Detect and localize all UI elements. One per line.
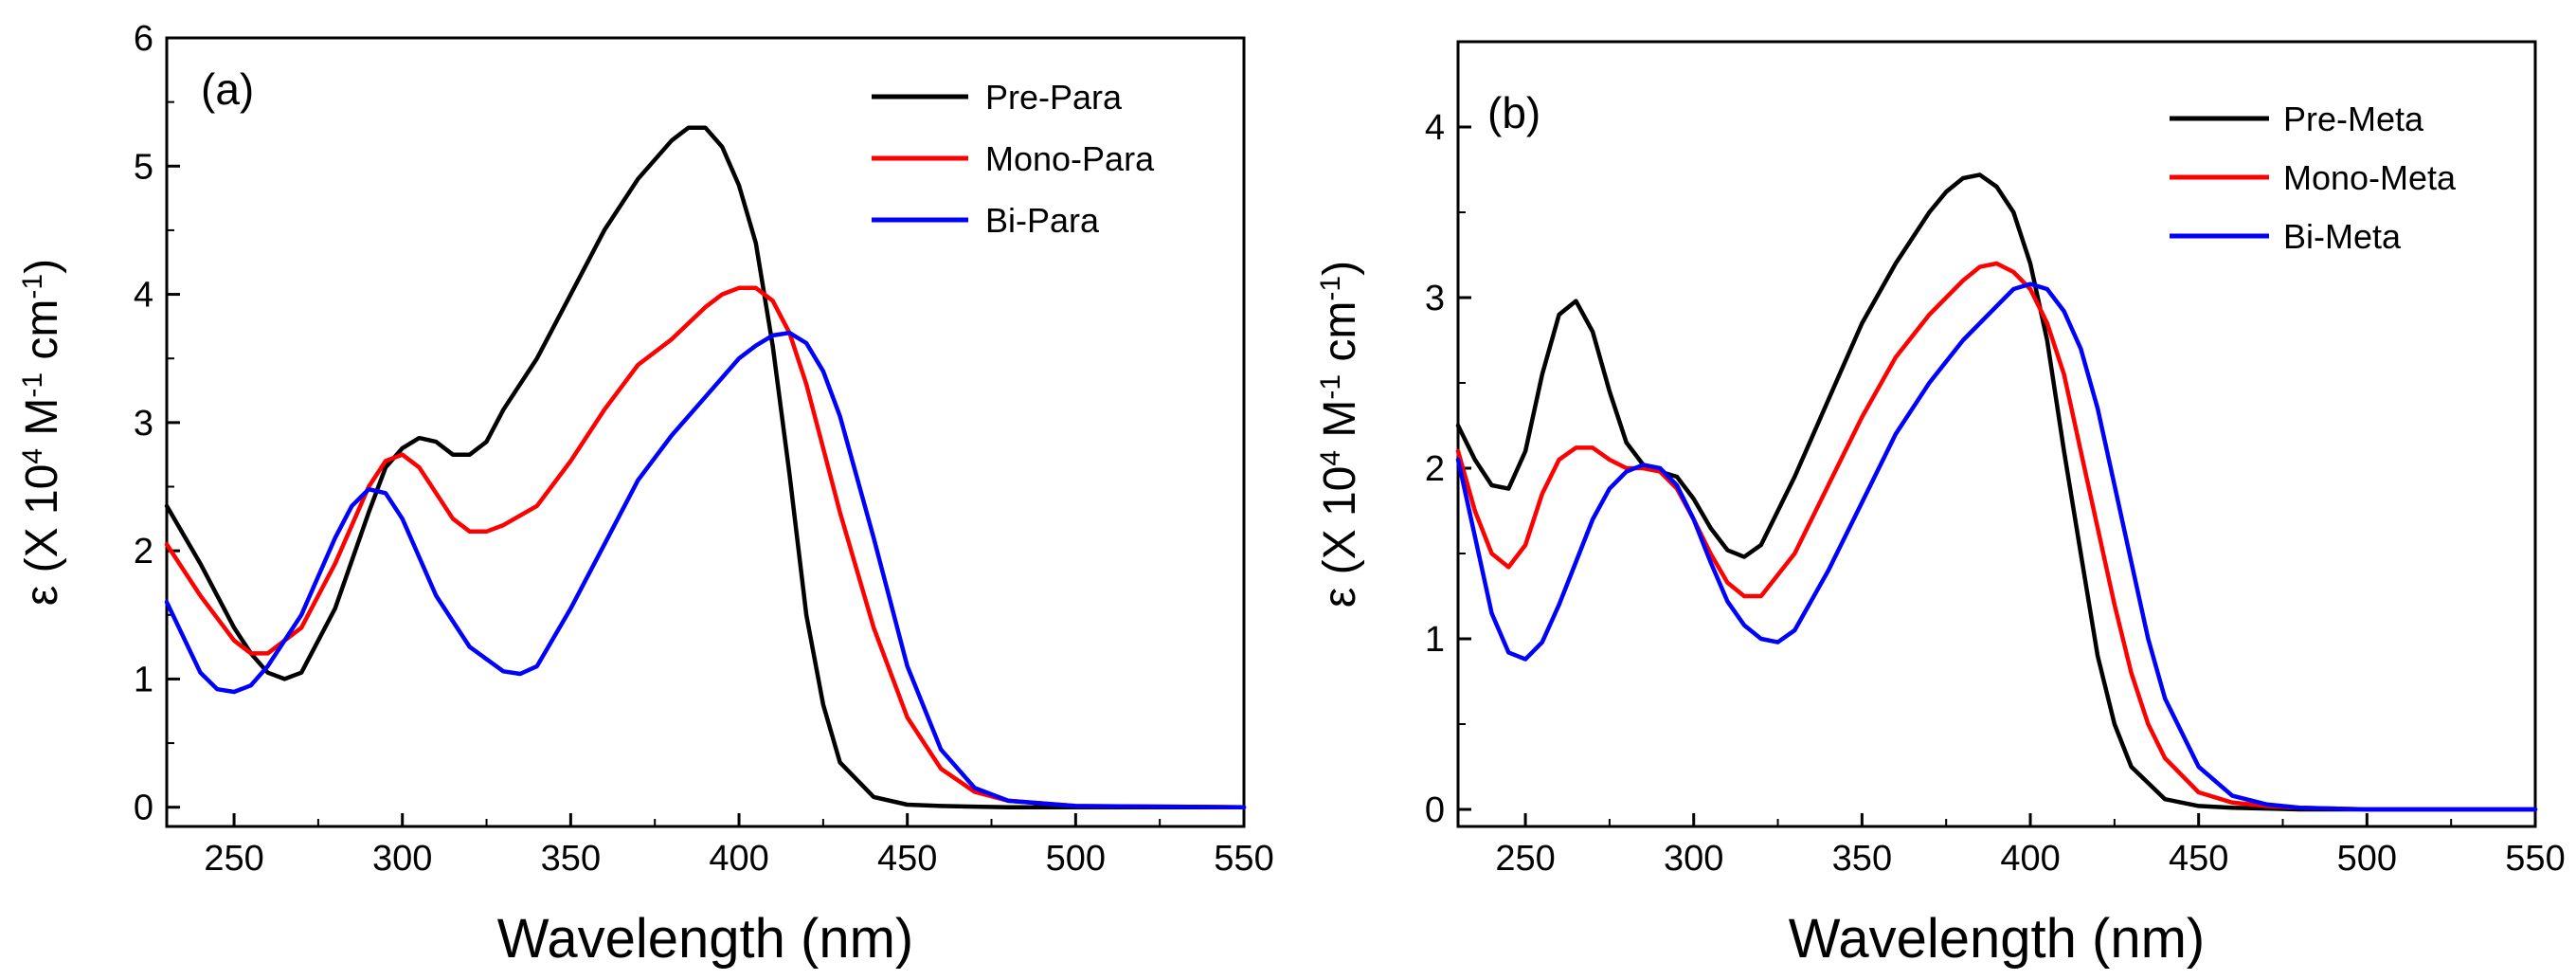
panel-a-y-tick-label: 6 bbox=[134, 19, 153, 59]
panel-a-legend-label: Mono-Para bbox=[985, 139, 1155, 178]
panel-b-series-mono-meta bbox=[1455, 261, 2538, 812]
panel-a-x-tick-label: 550 bbox=[1214, 839, 1273, 879]
panel-b-legend-label: Mono-Meta bbox=[2283, 158, 2457, 197]
panel-b-plot-frame bbox=[1456, 40, 2537, 828]
panel-b-y-axis-title-superscript: -1 bbox=[1315, 276, 1346, 301]
panel-a-x-tick-label: 450 bbox=[877, 839, 937, 879]
panel-a-y-axis-title-part: ε (X 10 bbox=[17, 464, 67, 606]
panel-b-label: (b) bbox=[1487, 88, 1540, 137]
panel-a-y-axis-title-superscript: -1 bbox=[17, 372, 48, 398]
panel-b-y-axis-title-part: ) bbox=[1315, 261, 1365, 276]
panel-b: 250 300 350 400 450 500 550 0 1 2 3 4 (b) Pre-Meta Mon… bbox=[1315, 40, 2566, 970]
panel-a-x-tick-label: 250 bbox=[204, 839, 263, 879]
panel-a-y-axis-title-superscript: 4 bbox=[17, 448, 48, 464]
panel-a-plot-frame bbox=[165, 36, 1246, 828]
panel-b-y-axis-title-part: M bbox=[1315, 400, 1365, 450]
panel-a-y-axis-title-part: M bbox=[17, 398, 67, 448]
panel-b-legend-label: Pre-Meta bbox=[2283, 100, 2424, 138]
panel-b-x-tick-label: 300 bbox=[1664, 839, 1723, 879]
panel-a: 250 300 350 400 450 500 550 0 1 2 3 4 5 6 (a) Pre-Para M… bbox=[17, 19, 1274, 970]
panel-b-y-axis-title-superscript: 4 bbox=[1315, 450, 1346, 466]
panel-b-x-tick-label: 450 bbox=[2169, 839, 2228, 879]
panel-a-y-axis-title-superscript: -1 bbox=[17, 274, 48, 299]
panel-b-y-axis-title-part: ε (X 10 bbox=[1315, 466, 1365, 608]
panel-a-y-tick-label: 1 bbox=[134, 660, 153, 699]
panel-b-x-tick-label: 500 bbox=[2337, 839, 2397, 879]
panel-a-series-mono-para bbox=[164, 285, 1247, 809]
panel-b-y-tick-label: 4 bbox=[1425, 108, 1445, 148]
panel-a-y-tick-label: 0 bbox=[134, 789, 153, 828]
panel-a-x-tick-label: 500 bbox=[1046, 839, 1106, 879]
panel-b-x-tick-label: 250 bbox=[1495, 839, 1555, 879]
panel-a-y-axis-title-part: cm bbox=[17, 299, 67, 372]
panel-b-y-axis-title: ε (X 104 M-1 cm-1) bbox=[1315, 261, 1366, 608]
panel-a-y-axis-title: ε (X 104 M-1 cm-1) bbox=[17, 259, 68, 606]
panel-b-x-tick-label: 550 bbox=[2505, 839, 2565, 879]
panel-a-y-tick-label: 3 bbox=[134, 404, 153, 444]
panel-a-y-axis-title-part: ) bbox=[17, 259, 67, 274]
panel-b-y-tick-label: 1 bbox=[1425, 620, 1445, 660]
panel-b-x-tick-label: 400 bbox=[2000, 839, 2060, 879]
panel-a-legend-label: Pre-Para bbox=[985, 78, 1123, 117]
panel-b-y-tick-label: 0 bbox=[1425, 790, 1445, 830]
panel-a-series-pre-para bbox=[164, 125, 1247, 809]
panel-a-legend-label: Bi-Para bbox=[985, 201, 1100, 240]
panel-a-y-tick-label: 5 bbox=[134, 147, 153, 187]
panel-a-x-tick-label: 300 bbox=[372, 839, 432, 879]
panel-b-y-tick-label: 2 bbox=[1425, 449, 1445, 489]
panel-a-series-bi-para bbox=[164, 330, 1247, 809]
panel-b-series-pre-meta bbox=[1455, 172, 2538, 812]
panel-b-y-axis-title-part: cm bbox=[1315, 301, 1365, 374]
panel-a-x-axis-title: Wavelength (nm) bbox=[497, 908, 913, 970]
panel-b-y-axis-title-superscript: -1 bbox=[1315, 374, 1346, 400]
panel-b-x-tick-label: 350 bbox=[1832, 839, 1892, 879]
panel-a-y-tick-label: 2 bbox=[134, 532, 153, 572]
panel-a-x-tick-label: 400 bbox=[709, 839, 768, 879]
panel-b-series-bi-meta bbox=[1455, 281, 2538, 812]
panel-b-y-tick-label: 3 bbox=[1425, 279, 1445, 318]
panel-a-x-tick-label: 350 bbox=[541, 839, 601, 879]
panel-b-legend-label: Bi-Meta bbox=[2283, 217, 2402, 256]
panel-a-label: (a) bbox=[201, 64, 254, 114]
panel-b-x-axis-title: Wavelength (nm) bbox=[1789, 908, 2205, 970]
panel-a-y-tick-label: 4 bbox=[134, 276, 153, 316]
